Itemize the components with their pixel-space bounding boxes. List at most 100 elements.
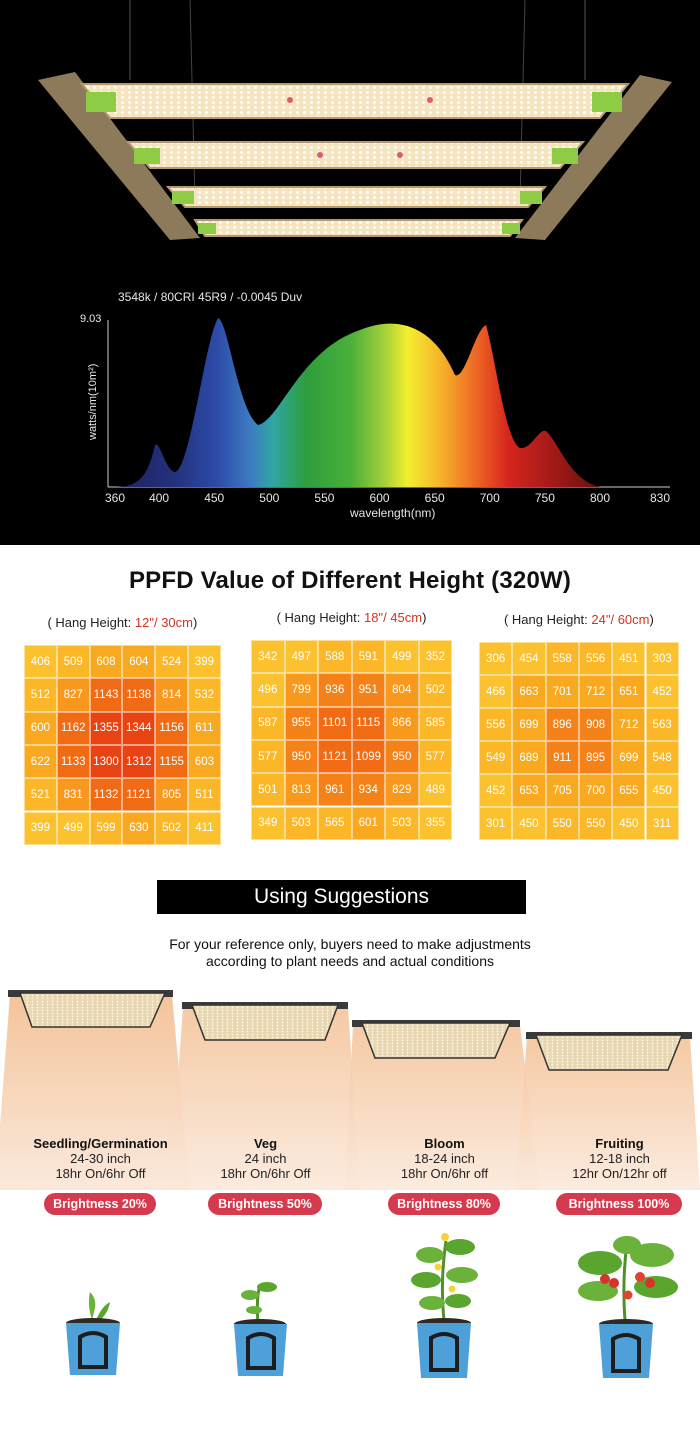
ppfd-cell: 1143: [89, 678, 123, 712]
ppfd-cell: 521: [24, 778, 57, 812]
hang-height-value: 24"/ 60cm: [591, 612, 650, 627]
x-tick-label: 650: [425, 491, 445, 505]
ppfd-cell: 503: [284, 806, 318, 840]
ppfd-cell: 1099: [351, 739, 385, 774]
ppfd-cell: 399: [188, 645, 221, 679]
ppfd-cell: 701: [545, 675, 579, 708]
ppfd-cell: 689: [512, 741, 546, 774]
ppfd-cell: 499: [385, 640, 419, 674]
ppfd-cell: 550: [545, 807, 579, 840]
stage-height: 18-24 inch: [414, 1151, 475, 1166]
ppfd-cell: 896: [545, 708, 579, 741]
x-tick-label: 450: [204, 491, 224, 505]
ppfd-cell: 406: [24, 645, 57, 679]
hang-height-value: 12"/ 30cm: [134, 615, 193, 630]
ppfd-cell: 1101: [318, 706, 352, 740]
hang-height-value: 18"/ 45cm: [364, 610, 423, 625]
ppfd-cell: 655: [612, 774, 646, 807]
ppfd-cell: 961: [318, 773, 352, 807]
ppfd-cell: 895: [578, 741, 613, 774]
ppfd-cell: 450: [512, 807, 546, 840]
x-tick-labels: 360 400 450 500 550 600 650 700 750 800 830: [105, 491, 670, 505]
ppfd-cell: 411: [188, 811, 221, 845]
ppfd-cell: 814: [155, 678, 188, 712]
ppfd-cell: 550: [578, 807, 613, 840]
x-tick-label: 830: [650, 491, 670, 505]
ppfd-cell: 663: [512, 675, 546, 708]
stage-schedule: 18hr On/6hr Off: [220, 1166, 311, 1181]
hang-height-label: ( Hang Height: 24"/ 60cm): [479, 612, 679, 627]
brightness-badge: Brightness 50%: [208, 1193, 322, 1215]
hang-height-suffix: ): [649, 612, 654, 627]
ppfd-cell: 512: [24, 678, 57, 712]
ppfd-cell: 1115: [351, 706, 385, 740]
bloom-pot: [411, 1233, 478, 1378]
ppfd-cell: 1300: [89, 744, 123, 779]
stage-name: Fruiting: [595, 1136, 644, 1151]
hang-height-label: ( Hang Height: 12"/ 30cm): [24, 615, 221, 630]
stage-schedule: 18hr On/6hr Off: [55, 1166, 146, 1181]
ppfd-cell: 587: [251, 706, 285, 740]
stage-schedule: 12hr On/12hr off: [572, 1166, 667, 1181]
ppfd-cell: 563: [645, 708, 679, 741]
ppfd-cell: 936: [318, 673, 352, 707]
ppfd-cell: 1133: [56, 744, 90, 779]
ppfd-cell: 311: [645, 807, 679, 840]
hang-height-prefix: ( Hang Height:: [276, 610, 364, 625]
spectrum-spec-caption: 3548k / 80CRI 45R9 / -0.0045 Duv: [118, 290, 303, 304]
ppfd-cell: 577: [251, 739, 285, 774]
ppfd-cell: 306: [479, 642, 513, 675]
hang-height-label: ( Hang Height: 18"/ 45cm): [251, 610, 452, 625]
ppfd-cell: 352: [418, 640, 452, 674]
ppfd-cell: 489: [418, 773, 452, 807]
stage-height: 24-30 inch: [70, 1151, 131, 1166]
mini-fixture-3: [352, 1020, 520, 1059]
seedling-pot: [66, 1292, 120, 1375]
hang-height-suffix: ): [192, 615, 198, 630]
brightness-badge: Brightness 80%: [388, 1193, 500, 1215]
ppfd-cell: 502: [155, 811, 188, 845]
ppfd-cell: 951: [351, 673, 385, 707]
x-tick-label: 500: [259, 491, 279, 505]
ppfd-cell: 799: [284, 673, 318, 707]
ppfd-cell: 600: [24, 711, 57, 745]
ppfd-cell: 908: [578, 708, 613, 741]
ppfd-cell: 502: [418, 673, 452, 707]
x-tick-label: 800: [590, 491, 610, 505]
ppfd-cell: 503: [385, 806, 419, 840]
ppfd-cell: 712: [578, 675, 613, 708]
ppfd-cell: 604: [122, 645, 156, 679]
ppfd-cell: 601: [351, 806, 385, 840]
ppfd-cell: 301: [479, 807, 513, 840]
ppfd-cell: 911: [545, 741, 579, 774]
spectrum-chart: 9.03 watts/nm(10m²) wavelength(nm) 360 40…: [80, 313, 670, 520]
ppfd-cell: 950: [284, 739, 318, 774]
ppfd-cell: 699: [612, 741, 646, 774]
ppfd-cell: 509: [56, 645, 90, 679]
ppfd-cell: 497: [284, 640, 318, 674]
ppfd-cell: 399: [24, 811, 57, 845]
ppfd-cell: 622: [24, 744, 57, 779]
potted-plants-illustration: [66, 1233, 678, 1378]
mini-fixture-4: [526, 1032, 692, 1071]
ppfd-cell: 700: [578, 774, 613, 807]
ppfd-cell: 532: [188, 678, 221, 712]
x-axis-label: wavelength(nm): [349, 506, 435, 520]
ppfd-cell: 630: [122, 811, 156, 845]
ppfd-cell: 450: [612, 807, 646, 840]
ppfd-cell: 608: [89, 645, 123, 679]
ppfd-cell: 1162: [56, 711, 90, 745]
mini-fixture-2: [182, 1002, 348, 1041]
brightness-badge: Brightness 20%: [44, 1193, 156, 1215]
ppfd-cell: 556: [578, 642, 613, 675]
ppfd-cell: 1355: [89, 711, 123, 745]
ppfd-cell: 1132: [89, 778, 123, 812]
ppfd-cell: 955: [284, 706, 318, 740]
stage-info: Fruiting 12-18 inch 12hr On/12hr off: [532, 1136, 700, 1181]
hang-height-prefix: ( Hang Height:: [47, 615, 135, 630]
x-tick-label: 600: [370, 491, 390, 505]
ppfd-grid-block: ( Hang Height: 24"/ 60cm) 306 454 558 556 451…: [479, 612, 679, 840]
ppfd-cell: 934: [351, 773, 385, 807]
ppfd-cell: 355: [418, 806, 452, 840]
light-beams-illustration: [0, 990, 700, 1190]
